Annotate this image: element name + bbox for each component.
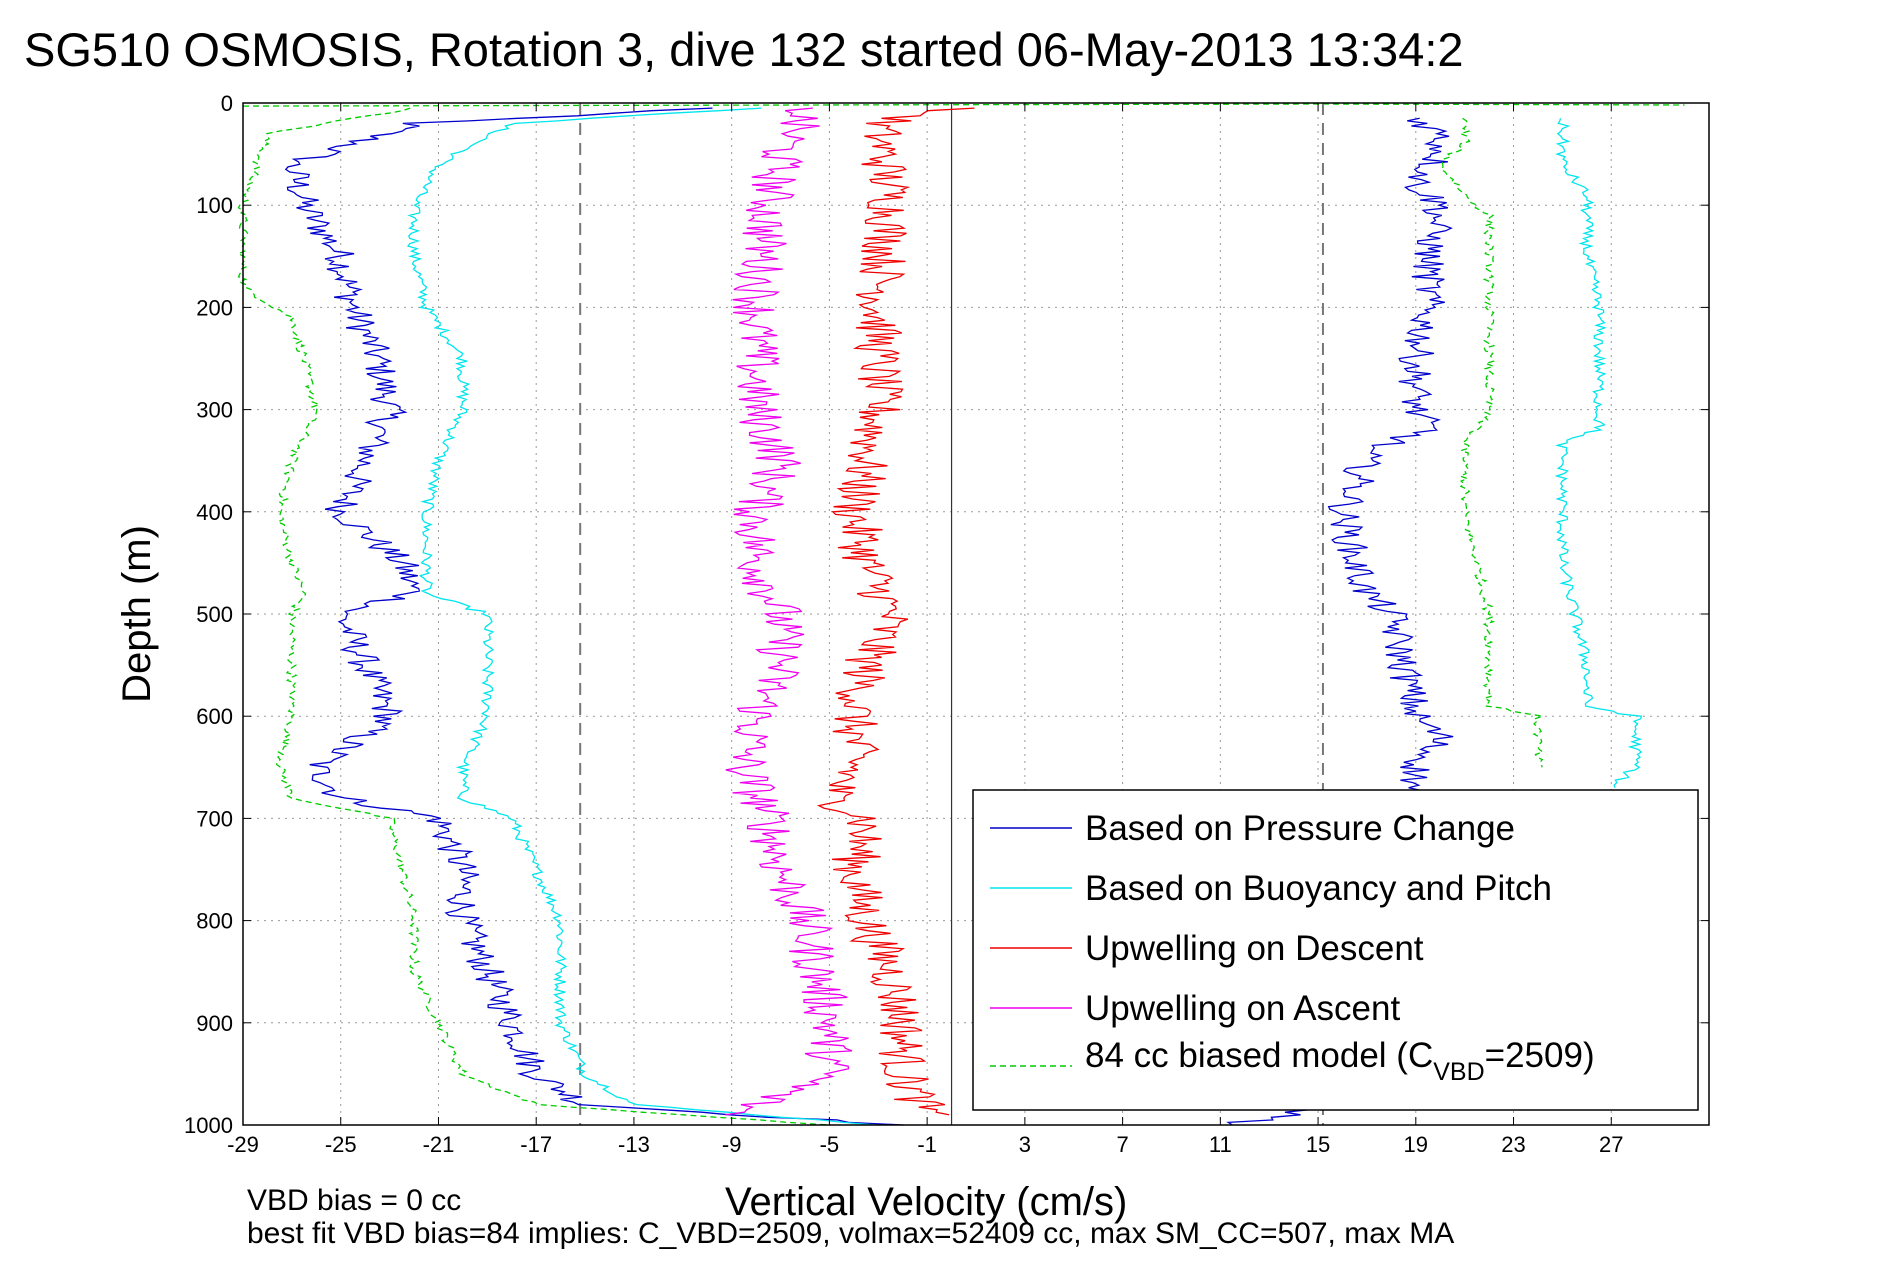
y-axis-ticks: 0 100 200 300 400 500 600 700 800 900 1000 bbox=[184, 91, 1709, 1138]
y-tick-label: 500 bbox=[196, 602, 233, 627]
legend-label-biased-model-main: 84 cc biased model (C bbox=[1085, 1036, 1433, 1075]
x-tick-label: -25 bbox=[325, 1132, 357, 1157]
grid bbox=[242, 102, 1709, 1126]
y-tick-label: 900 bbox=[196, 1011, 233, 1036]
y-tick-label: 600 bbox=[196, 704, 233, 729]
x-tick-label: -5 bbox=[820, 1132, 840, 1157]
series-upwelling-ascent bbox=[725, 107, 853, 1116]
y-tick-label: 200 bbox=[196, 295, 233, 320]
legend: Based on Pressure Change Based on Buoyan… bbox=[972, 789, 1699, 1111]
x-tick-label: -1 bbox=[917, 1132, 937, 1157]
legend-label-pressure-change: Based on Pressure Change bbox=[1085, 809, 1515, 848]
x-tick-label: 15 bbox=[1306, 1132, 1330, 1157]
series-biased-model-ascent bbox=[1440, 117, 1545, 768]
x-tick-label: -13 bbox=[618, 1132, 650, 1157]
legend-label-biased-model: 84 cc biased model (CVBD=2509) bbox=[1085, 1036, 1595, 1086]
y-axis-label: Depth (m) bbox=[115, 525, 159, 703]
y-tick-label: 0 bbox=[221, 91, 233, 116]
series-pressure-change-descent bbox=[284, 107, 904, 1126]
y-tick-label: 300 bbox=[196, 398, 233, 423]
legend-box bbox=[972, 789, 1699, 1111]
y-tick-label: 100 bbox=[196, 193, 233, 218]
series-upwelling-descent bbox=[816, 107, 975, 1116]
y-tick-label: 800 bbox=[196, 909, 233, 934]
x-tick-label: 23 bbox=[1501, 1132, 1525, 1157]
y-tick-label: 400 bbox=[196, 500, 233, 525]
y-tick-label: 1000 bbox=[184, 1113, 233, 1138]
x-tick-label: -17 bbox=[520, 1132, 552, 1157]
legend-label-buoyancy-pitch: Based on Buoyancy and Pitch bbox=[1085, 869, 1552, 908]
legend-label-upwelling-descent: Upwelling on Descent bbox=[1085, 929, 1424, 968]
x-tick-label: 27 bbox=[1599, 1132, 1623, 1157]
series-buoyancy-pitch-descent bbox=[406, 107, 876, 1126]
series-buoyancy-pitch-ascent bbox=[1554, 118, 1643, 788]
series-biased-model-descent bbox=[236, 107, 831, 1126]
x-tick-label: -29 bbox=[227, 1132, 259, 1157]
x-tick-label: 7 bbox=[1116, 1132, 1128, 1157]
x-tick-label: -9 bbox=[722, 1132, 742, 1157]
chart-title: SG510 OSMOSIS, Rotation 3, dive 132 star… bbox=[24, 23, 1464, 76]
x-tick-label: 3 bbox=[1019, 1132, 1031, 1157]
legend-label-upwelling-ascent: Upwelling on Ascent bbox=[1085, 989, 1400, 1028]
legend-label-biased-model-sub: VBD bbox=[1433, 1058, 1484, 1086]
x-tick-label: -21 bbox=[423, 1132, 455, 1157]
legend-label-biased-model-end: =2509) bbox=[1485, 1036, 1595, 1075]
x-tick-label: 11 bbox=[1209, 1132, 1232, 1157]
x-axis-ticks: -29 -25 -21 -17 -13 -9 -5 -1 3 7 11 15 19 23 27 bbox=[227, 103, 1624, 1157]
x-tick-label: 19 bbox=[1404, 1132, 1428, 1157]
y-tick-label: 700 bbox=[196, 806, 233, 831]
footer-vbd-bias: VBD bias = 0 cc bbox=[247, 1184, 461, 1217]
x-axis-label: Vertical Velocity (cm/s) bbox=[725, 1180, 1127, 1224]
series-surface-segment bbox=[242, 103, 1685, 107]
footer-best-fit: best fit VBD bias=84 implies: C_VBD=2509… bbox=[247, 1217, 1454, 1250]
